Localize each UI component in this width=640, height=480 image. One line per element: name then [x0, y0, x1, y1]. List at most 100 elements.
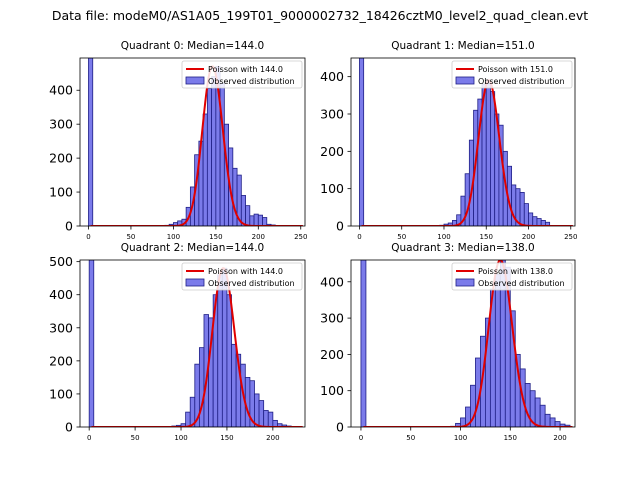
legend: Poisson with 144.0 Observed distribution	[181, 60, 303, 89]
legend-label-poisson: Poisson with 144.0	[208, 267, 283, 276]
x-tick-label: 100	[174, 434, 187, 442]
x-tick-label: 0	[87, 434, 91, 442]
x-tick-label: 200	[266, 434, 279, 442]
legend-label-observed: Observed distribution	[208, 279, 295, 288]
x-tick-label: 150	[480, 233, 493, 241]
chart-quadrant-1: 0 50 100 150 200 250 0 100 200 300 400 Quadrant 1: …	[320, 40, 577, 241]
x-tick-label: 250	[294, 233, 307, 241]
y-tick-label: 300	[49, 320, 73, 335]
legend-box	[451, 262, 573, 291]
bar	[253, 213, 259, 226]
legend-label-observed: Observed distribution	[208, 77, 295, 86]
chart-quadrant-3: 0 50 100 150 200 0 100 200 300 400 Quadrant 3: Med…	[320, 242, 576, 442]
x-tick-label: 150	[220, 434, 233, 442]
y-tick-label: 200	[49, 353, 73, 368]
y-tick-label: 200	[320, 144, 344, 159]
bar	[528, 212, 534, 226]
legend-bar-swatch	[455, 278, 475, 287]
x-tick-label: 50	[397, 233, 406, 241]
bar	[198, 347, 205, 427]
legend-label-poisson: Poisson with 138.0	[478, 267, 553, 276]
bar	[494, 274, 501, 427]
chart-quadrant-2: 0 50 100 150 200 0 100 200 300 400 500 Quadrant 2: …	[49, 242, 306, 442]
figure-title: Data file: modeM0/AS1A05_199T01_90000027…	[51, 8, 589, 23]
x-tick-label: 0	[86, 233, 90, 241]
x-tick-label: 200	[522, 233, 535, 241]
poisson-curve	[90, 65, 303, 226]
legend-box	[181, 262, 303, 291]
bar	[221, 267, 228, 427]
legend-bar-swatch	[185, 278, 205, 287]
y-tick-label: 100	[320, 181, 344, 196]
y-tick-label: 100	[49, 185, 73, 200]
bar	[490, 91, 496, 226]
bar	[258, 400, 265, 427]
legend-box	[451, 60, 573, 89]
chart-quadrant-0: 0 50 100 150 200 250 0 100 200 300 400 Quadrant 0: …	[49, 40, 307, 241]
bar	[185, 411, 191, 427]
y-tick-label: 0	[65, 219, 73, 234]
x-tick-label: 100	[437, 233, 450, 241]
bar	[524, 383, 531, 427]
legend-label-observed: Observed distribution	[478, 77, 565, 86]
bar	[232, 167, 238, 226]
plot-area	[88, 58, 303, 226]
y-tick-label: 400	[320, 274, 344, 289]
chart-title: Quadrant 1: Median=151.0	[391, 40, 534, 52]
legend: Poisson with 138.0 Observed distribution	[451, 262, 573, 291]
bar	[464, 173, 470, 226]
y-tick-label: 0	[65, 420, 73, 435]
x-tick-label: 200	[553, 434, 566, 442]
bar	[254, 393, 260, 427]
y-tick-label: 300	[320, 107, 344, 122]
y-tick-label: 0	[336, 420, 344, 435]
x-tick-label: 0	[357, 233, 361, 241]
bar-zero	[360, 260, 367, 427]
bar	[226, 294, 232, 427]
y-tick-label: 400	[49, 83, 73, 98]
legend: Poisson with 151.0 Observed distribution	[451, 60, 573, 89]
y-tick-label: 300	[320, 311, 344, 326]
bar	[202, 113, 208, 226]
chart-title: Quadrant 0: Median=144.0	[121, 40, 264, 52]
bar	[206, 88, 213, 226]
x-tick-label: 0	[359, 434, 363, 442]
legend-label-observed: Observed distribution	[478, 279, 565, 288]
legend-bar-swatch	[455, 76, 475, 85]
x-tick-label: 50	[131, 434, 140, 442]
bar	[532, 216, 538, 226]
bar	[262, 217, 268, 226]
plot-area	[360, 260, 573, 427]
bar	[217, 274, 223, 427]
legend-label-poisson: Poisson with 151.0	[478, 65, 553, 74]
x-tick-label: 250	[564, 233, 577, 241]
x-tick-label: 100	[167, 233, 180, 241]
legend: Poisson with 144.0 Observed distribution	[181, 262, 303, 291]
legend-bar-swatch	[185, 76, 205, 85]
axes-frame	[79, 259, 306, 428]
y-tick-label: 100	[49, 386, 73, 401]
chart-title: Quadrant 3: Median=138.0	[391, 242, 534, 254]
bar	[267, 411, 274, 427]
y-tick-label: 500	[49, 254, 73, 269]
y-tick-label: 200	[49, 151, 73, 166]
y-tick-label: 400	[320, 69, 344, 84]
plot-area	[88, 260, 303, 427]
bar	[549, 417, 556, 427]
y-tick-label: 200	[320, 347, 344, 362]
bar	[485, 80, 491, 226]
bar	[263, 410, 269, 427]
y-tick-label: 100	[320, 383, 344, 398]
x-tick-label: 50	[406, 434, 415, 442]
bar	[519, 191, 525, 226]
x-tick-label: 150	[504, 434, 517, 442]
chart-title: Quadrant 2: Median=144.0	[121, 242, 264, 254]
axes-frame	[79, 57, 306, 227]
y-tick-label: 0	[336, 219, 344, 234]
bar	[249, 215, 255, 226]
bar	[211, 76, 217, 226]
axes-frame	[350, 57, 576, 227]
legend-box	[181, 60, 303, 89]
bar	[523, 203, 529, 226]
